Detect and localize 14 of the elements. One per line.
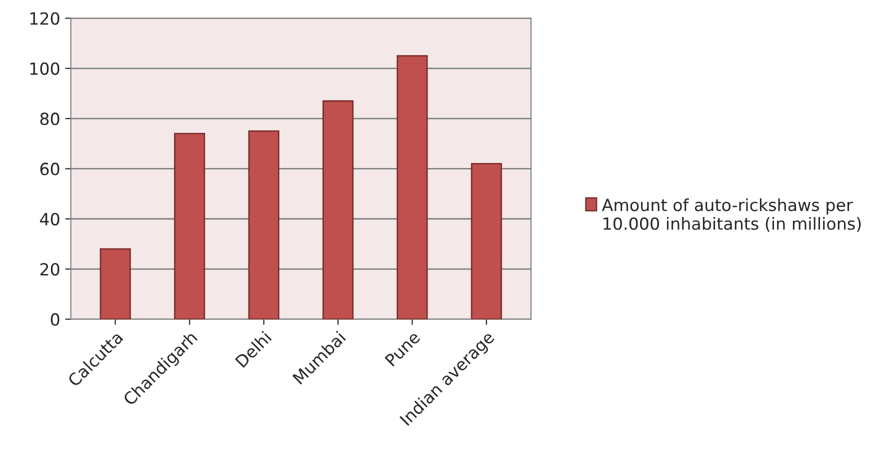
y-tick-label: 20 bbox=[40, 263, 60, 276]
y-tick-label: 40 bbox=[40, 212, 60, 226]
y-tick-label: 60 bbox=[40, 162, 60, 176]
bar bbox=[174, 132, 206, 320]
legend-label: Amount of auto-rickshaws per 10.000 inhabitants (in millions) bbox=[602, 198, 861, 232]
bar bbox=[470, 163, 502, 320]
y-tick-label: 80 bbox=[40, 112, 60, 126]
bar bbox=[248, 130, 280, 320]
bar bbox=[100, 248, 131, 320]
bar bbox=[322, 100, 354, 320]
y-tick-label: 120 bbox=[30, 12, 60, 25]
bar bbox=[396, 55, 428, 320]
y-tick-label: 100 bbox=[30, 62, 60, 75]
y-tick-label: 0 bbox=[50, 313, 60, 326]
